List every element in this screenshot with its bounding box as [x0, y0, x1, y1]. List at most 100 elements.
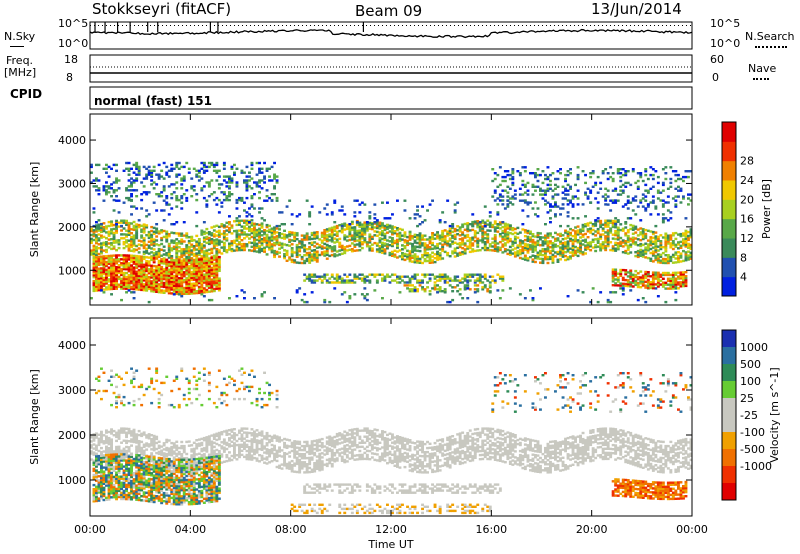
power-cell-4677: [684, 276, 688, 280]
power-cell-1804: [559, 248, 562, 251]
velocity-cell-224: [147, 461, 151, 464]
power-cell-2579: [132, 262, 136, 265]
power-cell-1909: [584, 238, 587, 241]
power-cell-4323: [411, 290, 414, 293]
power-cell-219: [147, 252, 151, 255]
power-cell-3504: [493, 172, 497, 175]
power-cell-672: [265, 243, 269, 246]
power-cell-1341: [436, 237, 439, 240]
power-cell-2082: [631, 224, 635, 228]
power-cell-1151: [388, 230, 392, 233]
power-cell-1963: [599, 219, 603, 223]
power-cell-2952: [190, 265, 194, 268]
power-cell-2090: [634, 225, 638, 228]
power-cell-259: [157, 255, 161, 259]
power-cell-2941: [190, 290, 194, 293]
power-cell-4219: [406, 275, 409, 278]
power-cell-2254: [677, 233, 680, 236]
power-cell-1017: [355, 235, 359, 238]
power-cell-3795: [669, 181, 673, 185]
power-cell-4401: [260, 293, 264, 296]
power-cell-4505: [619, 284, 623, 287]
power-cell-4176: [360, 277, 364, 280]
power-cell-1683: [529, 255, 532, 259]
power-cell-2265: [682, 249, 685, 253]
power-cell-996: [350, 238, 354, 241]
velocity-cell-155: [127, 440, 131, 443]
power-cell-2380: [102, 282, 106, 285]
power-cell-289: [167, 256, 171, 259]
power-cell-1106: [378, 239, 382, 242]
power-cell-3722: [621, 183, 625, 187]
power-cell-947: [335, 226, 339, 230]
power-cell-3260: [155, 173, 159, 176]
power-cell-2067: [626, 229, 630, 232]
power-cell-3630: [564, 197, 567, 200]
power-cell-4007: [488, 215, 492, 218]
power-cell-165: [132, 248, 136, 251]
power-cell-41: [97, 229, 101, 232]
power-cell-3174: [112, 191, 116, 194]
power-cell-3031: [202, 269, 206, 272]
power-cell-1910: [584, 232, 587, 236]
power-cell-3633: [564, 187, 567, 190]
power-cell-3666: [584, 173, 587, 177]
power-cell-3231: [140, 193, 144, 196]
power-cell-1203: [403, 258, 407, 262]
power-cell-3825: [689, 199, 693, 202]
power-cell-2159: [654, 254, 658, 258]
power-cell-2559: [130, 270, 133, 273]
power-cell-3789: [664, 172, 668, 175]
power-cell-1112: [378, 221, 382, 224]
power-cell-3310: [180, 183, 184, 186]
power-cell-2943: [190, 286, 194, 289]
power-cell-2987: [195, 258, 199, 262]
power-cell-3520: [503, 189, 507, 192]
power-cell-3371: [215, 179, 219, 182]
power-cell-3377: [217, 187, 221, 190]
power-cell-3340: [200, 189, 204, 192]
power-cell-3338: [197, 171, 201, 174]
power-cell-465: [212, 245, 216, 248]
power-cell-1576: [501, 239, 505, 242]
power-cell-4313: [498, 277, 502, 280]
power-cell-608: [250, 229, 254, 233]
power-cell-2843: [175, 284, 179, 288]
power-cell-2608: [137, 274, 141, 278]
power-cell-726: [278, 247, 281, 250]
power-cell-3109: [215, 277, 219, 281]
power-cell-205: [142, 239, 146, 242]
velocity-cell-231: [147, 435, 151, 438]
power-cell-2781: [165, 274, 169, 277]
power-cell-1517: [483, 231, 487, 234]
power-cell-396: [195, 256, 199, 259]
power-cell-3290: [172, 191, 176, 194]
power-cell-3763: [646, 189, 650, 192]
power-cell-247: [152, 230, 156, 233]
power-cell-1623: [511, 228, 515, 232]
power-cell-1660: [523, 258, 527, 261]
power-cell-3875: [205, 205, 209, 208]
power-cell-49: [100, 244, 103, 247]
power-cell-1831: [566, 256, 570, 259]
power-cell-3381: [220, 191, 224, 194]
power-cell-2109: [641, 255, 645, 258]
power-cell-4388: [177, 293, 181, 296]
power-cell-3758: [644, 173, 648, 177]
power-cell-2965: [192, 270, 196, 274]
power-cell-3481: [268, 167, 271, 170]
power-cell-449: [207, 238, 211, 242]
power-cell-3223: [135, 163, 139, 167]
power-cell-777: [293, 237, 297, 241]
power-cell-849: [313, 256, 317, 260]
power-cell-705: [273, 251, 276, 255]
power-cell-2538: [127, 281, 131, 285]
power-cell-3401: [228, 187, 231, 190]
power-cell-204: [142, 241, 146, 244]
power-cell-1656: [521, 245, 525, 249]
power-cell-353: [182, 234, 186, 237]
power-cell-2369: [100, 273, 103, 276]
power-cell-1216: [406, 249, 409, 252]
power-cell-890: [323, 238, 327, 242]
power-cell-980: [345, 227, 349, 231]
